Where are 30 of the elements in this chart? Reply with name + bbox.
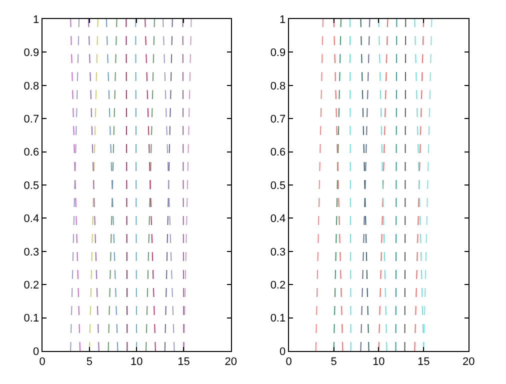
y-tick-label: 0.7 <box>24 113 40 126</box>
y-tick-label: 0.3 <box>270 246 286 258</box>
x-tick-label: 15 <box>418 356 430 368</box>
y-tick-label: 0 <box>280 346 286 358</box>
x-tick-label: 5 <box>330 356 337 368</box>
y-tick-label: 1 <box>32 14 40 26</box>
x-tick-label: 10 <box>372 356 385 368</box>
y-tick-label: 0.5 <box>270 180 286 192</box>
y-tick-label: 0.9 <box>24 47 40 60</box>
y-tick-label: 1 <box>280 14 286 26</box>
y-tick-label: 0.6 <box>24 146 40 159</box>
y-tick-label: 0.8 <box>270 80 286 92</box>
x-tick-label: 10 <box>130 356 143 368</box>
y-tick-label: 0.1 <box>24 312 40 325</box>
y-tick-label: 0.6 <box>270 146 286 159</box>
y-tick-label: 0 <box>32 346 40 358</box>
y-tick-label: 0.4 <box>270 213 286 226</box>
y-tick-label: 0.8 <box>24 80 40 92</box>
y-tick-label: 0.7 <box>270 113 286 126</box>
y-tick-label: 0.2 <box>270 279 286 292</box>
x-tick-label: 5 <box>86 356 92 368</box>
x-tick-label: 20 <box>462 356 475 368</box>
y-tick-label: 0.9 <box>270 47 286 60</box>
y-tick-label: 0.4 <box>24 213 40 226</box>
x-tick-label: 20 <box>224 356 237 368</box>
y-tick-label: 0.5 <box>24 180 40 192</box>
y-tick-label: 0.3 <box>24 246 40 258</box>
y-tick-label: 0.2 <box>24 279 40 292</box>
x-tick-label: 15 <box>178 356 190 368</box>
y-tick-label: 0.1 <box>270 312 286 325</box>
